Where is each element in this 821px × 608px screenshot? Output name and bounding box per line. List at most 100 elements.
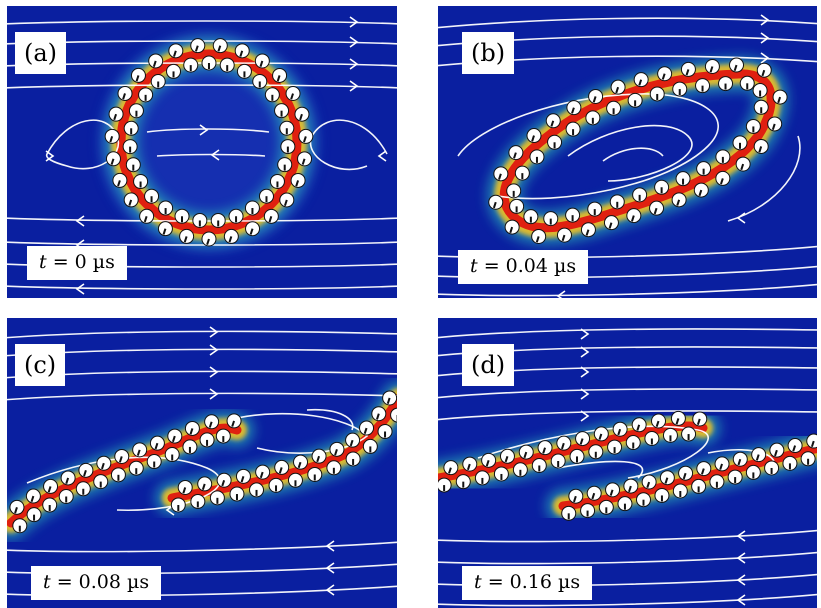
glow-core	[167, 393, 397, 503]
particle	[150, 73, 166, 89]
particle	[112, 172, 128, 188]
streamline	[438, 388, 817, 399]
particle	[272, 67, 288, 83]
streamline-arrow	[580, 366, 590, 378]
particle	[651, 413, 667, 429]
particle	[26, 507, 42, 523]
particle	[493, 166, 509, 182]
particle	[174, 208, 190, 224]
particle	[751, 447, 767, 463]
glow-core	[7, 423, 242, 528]
particle	[715, 170, 731, 186]
streamline	[602, 147, 664, 162]
particle	[215, 428, 231, 444]
particle	[25, 488, 41, 504]
particle	[197, 476, 213, 492]
particle	[130, 67, 146, 83]
streamline-arrow	[760, 14, 770, 26]
time-value-a: = 0 µs	[52, 251, 115, 273]
particle	[254, 53, 270, 69]
particle	[654, 487, 670, 503]
particle	[235, 468, 251, 484]
particle	[631, 417, 647, 433]
particle	[672, 483, 688, 499]
particle	[509, 198, 525, 214]
particle	[565, 207, 581, 223]
time-variable-b: t	[470, 255, 478, 277]
particle	[610, 79, 626, 95]
particle	[580, 222, 596, 238]
streamline-arrow	[325, 540, 335, 552]
particle	[529, 149, 545, 165]
streamline-arrow	[325, 562, 335, 574]
particle	[612, 421, 628, 437]
particle	[362, 438, 378, 454]
particle	[359, 420, 375, 436]
particle	[294, 106, 310, 122]
particle	[526, 128, 542, 144]
glow-core	[558, 443, 817, 511]
particle	[588, 88, 604, 104]
particle	[139, 208, 155, 224]
particle	[377, 423, 393, 439]
streamline-arrow	[349, 80, 359, 92]
particle	[764, 460, 780, 476]
streamline-arrow	[199, 124, 209, 136]
particle	[249, 482, 265, 498]
streamline	[7, 541, 397, 553]
particle	[537, 440, 553, 456]
particle	[695, 78, 711, 94]
particle	[226, 413, 242, 429]
particle	[745, 118, 761, 134]
particle	[293, 454, 309, 470]
streamline	[557, 460, 644, 479]
streamline-arrow	[736, 594, 746, 606]
particle	[93, 474, 109, 490]
particle	[199, 432, 215, 448]
time-variable-c: t	[43, 571, 51, 593]
particle	[569, 448, 585, 464]
streamline-arrow	[209, 344, 219, 356]
streamline-arrow	[736, 574, 746, 586]
panel-d: (d) t = 0.16 µs	[438, 318, 817, 608]
particle	[729, 57, 745, 73]
particle	[184, 420, 200, 436]
particle	[60, 470, 76, 486]
time-variable-d: t	[474, 571, 482, 593]
flow-field-a	[7, 6, 397, 298]
particle	[311, 448, 327, 464]
streamline-arrow	[210, 149, 220, 161]
particle	[753, 138, 769, 154]
particle	[75, 481, 91, 497]
panel-label-a: (a)	[15, 32, 67, 74]
streamline-arrow	[75, 283, 85, 295]
particle	[769, 442, 785, 458]
particle	[787, 438, 803, 454]
particle	[168, 43, 184, 59]
streamline	[438, 529, 817, 543]
particle	[481, 452, 497, 468]
particle	[209, 490, 225, 506]
streamline	[438, 551, 817, 565]
streamline-arrow	[736, 552, 746, 564]
streamline-arrow	[580, 328, 590, 340]
particle	[329, 441, 345, 457]
streamline-arrow	[349, 16, 359, 28]
particle	[561, 505, 577, 521]
streamline-arrow	[736, 212, 746, 224]
particle	[627, 92, 643, 108]
streamline	[146, 128, 270, 133]
particle	[96, 455, 112, 471]
particle	[210, 212, 226, 228]
particle	[626, 208, 642, 224]
particle	[212, 38, 228, 54]
particle	[157, 221, 173, 237]
particle	[662, 427, 678, 443]
streamline-arrow	[580, 410, 590, 422]
glow-core	[438, 421, 708, 483]
streamline-arrow	[760, 32, 770, 44]
particle	[138, 87, 154, 103]
particle	[58, 488, 74, 504]
glow-core	[116, 49, 302, 235]
streamline-arrow	[580, 388, 590, 400]
